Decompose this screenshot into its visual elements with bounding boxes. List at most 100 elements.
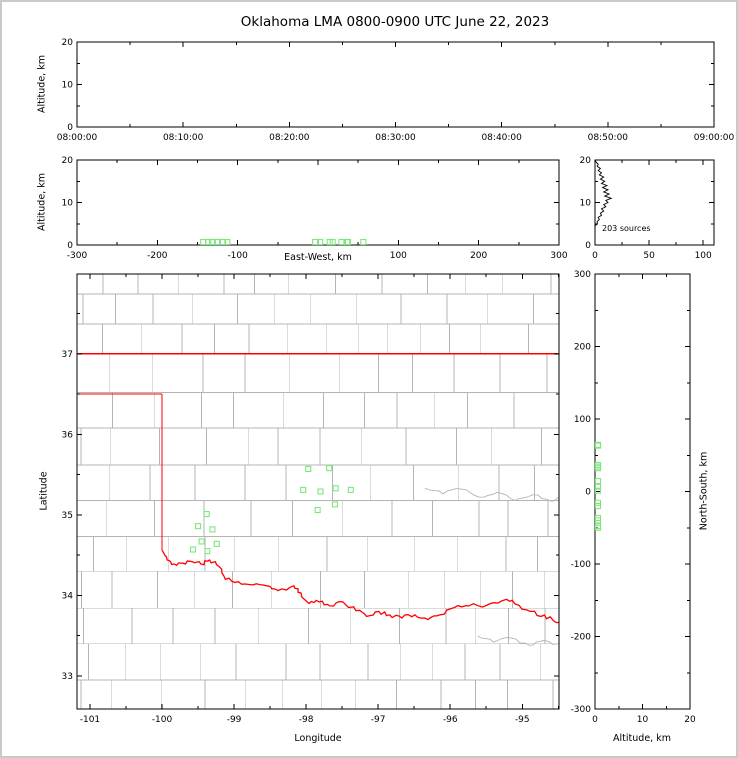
y-tick-label: 0 bbox=[585, 488, 591, 498]
station-marker-ns bbox=[594, 487, 602, 494]
x-tick-label: -100 bbox=[227, 251, 248, 261]
y-tick-label: -200 bbox=[571, 633, 592, 643]
station-marker-ew bbox=[360, 238, 367, 246]
station-marker bbox=[204, 548, 211, 555]
map-layers bbox=[77, 274, 559, 709]
y-tick-label: 20 bbox=[62, 38, 74, 48]
time-height-ylabel: Altitude, km bbox=[36, 55, 48, 113]
y-tick-label: 37 bbox=[62, 350, 73, 360]
station-marker-ew bbox=[205, 238, 212, 246]
y-tick-label: 33 bbox=[62, 672, 73, 682]
station-marker-ns bbox=[594, 441, 602, 448]
y-tick-label: -100 bbox=[571, 560, 592, 570]
x-tick-label: 09:00:00 bbox=[694, 133, 735, 143]
x-tick-label: -200 bbox=[147, 251, 168, 261]
time-height-frame bbox=[76, 41, 715, 128]
y-tick-label: 0 bbox=[585, 241, 591, 251]
station-marker-ns bbox=[594, 463, 602, 470]
map-ylabel: Latitude bbox=[38, 471, 50, 511]
ns-height-xlabel: Altitude, km bbox=[613, 733, 671, 744]
station-marker-ns bbox=[594, 502, 602, 510]
station-marker-ns bbox=[594, 499, 602, 506]
y-tick-label: 36 bbox=[62, 430, 74, 440]
map-xlabel: Longitude bbox=[294, 733, 342, 744]
station-marker bbox=[209, 526, 216, 533]
x-tick-label: -100 bbox=[152, 715, 173, 725]
y-tick-label: 10 bbox=[62, 199, 74, 209]
river-line bbox=[424, 487, 559, 502]
x-tick-label: -95 bbox=[515, 715, 530, 725]
station-marker-ew bbox=[344, 238, 351, 246]
station-marker-ns bbox=[594, 463, 602, 470]
x-tick-label: -101 bbox=[80, 715, 100, 725]
station-marker-ew bbox=[208, 238, 216, 246]
y-tick-label: 20 bbox=[62, 156, 74, 166]
station-marker bbox=[194, 523, 202, 530]
y-tick-label: 35 bbox=[62, 511, 73, 521]
ew-height-ylabel: Altitude, km bbox=[36, 173, 48, 231]
station-marker bbox=[189, 546, 197, 553]
station-marker bbox=[331, 501, 338, 508]
y-tick-label: 20 bbox=[580, 156, 592, 166]
map-frame bbox=[76, 273, 560, 710]
x-tick-label: 10 bbox=[637, 715, 649, 725]
x-tick-label: 300 bbox=[550, 251, 567, 261]
station-marker bbox=[213, 540, 220, 547]
x-tick-label: -98 bbox=[299, 715, 314, 725]
station-marker-ew bbox=[200, 238, 207, 246]
station-marker-ns bbox=[594, 517, 602, 524]
x-tick-label: -97 bbox=[371, 715, 386, 725]
figure-title: Oklahoma LMA 0800-0900 UTC June 22, 2023 bbox=[240, 14, 550, 30]
station-marker bbox=[305, 465, 312, 472]
station-marker-ew bbox=[312, 238, 319, 246]
station-marker bbox=[300, 486, 307, 493]
x-tick-label: 50 bbox=[643, 251, 655, 261]
x-tick-label: 20 bbox=[684, 715, 696, 725]
x-tick-label: 08:00:00 bbox=[57, 133, 98, 143]
station-marker-ns bbox=[594, 477, 602, 485]
station-marker-ew bbox=[214, 238, 221, 246]
ns-height-ylabel: North-South, km bbox=[698, 451, 710, 531]
x-tick-label: 08:10:00 bbox=[163, 133, 204, 143]
x-tick-label: 08:40:00 bbox=[481, 133, 522, 143]
x-tick-label: 08:20:00 bbox=[269, 133, 310, 143]
y-tick-label: 10 bbox=[62, 81, 74, 91]
x-tick-label: 200 bbox=[470, 251, 487, 261]
x-tick-label: 08:30:00 bbox=[375, 133, 416, 143]
x-tick-label: -99 bbox=[227, 715, 242, 725]
x-tick-label: 08:50:00 bbox=[588, 133, 629, 143]
station-marker bbox=[203, 511, 210, 518]
sources-count-annotation: 203 sources bbox=[602, 224, 651, 233]
station-marker-ns bbox=[594, 524, 602, 531]
river-line bbox=[477, 635, 559, 646]
ns-height-frame bbox=[594, 273, 691, 710]
station-marker-ew bbox=[224, 238, 231, 246]
y-tick-label: 100 bbox=[574, 415, 591, 425]
ew-height-frame bbox=[76, 159, 560, 246]
ew-height-xlabel: East-West, km bbox=[284, 252, 352, 263]
x-tick-label: 100 bbox=[390, 251, 407, 261]
station-marker-ns bbox=[594, 483, 602, 490]
x-tick-label: 0 bbox=[592, 715, 598, 725]
state-border-red-river bbox=[161, 549, 559, 624]
y-tick-label: 0 bbox=[67, 123, 73, 133]
y-tick-label: 0 bbox=[67, 241, 73, 251]
station-marker bbox=[326, 465, 333, 472]
station-marker-ns bbox=[594, 461, 602, 468]
histogram-trace bbox=[594, 159, 613, 227]
x-tick-label: -96 bbox=[443, 715, 458, 725]
station-marker-ew bbox=[326, 238, 333, 246]
x-tick-label: 0 bbox=[592, 251, 598, 261]
station-marker bbox=[332, 485, 339, 492]
y-tick-label: -300 bbox=[571, 705, 592, 715]
y-tick-label: 300 bbox=[574, 270, 591, 280]
station-marker bbox=[198, 538, 205, 545]
station-marker-ns bbox=[594, 465, 602, 472]
station-marker bbox=[314, 506, 321, 514]
y-tick-label: 10 bbox=[580, 199, 592, 209]
station-marker bbox=[347, 486, 354, 493]
y-tick-label: 200 bbox=[574, 343, 591, 353]
station-marker-ew bbox=[338, 238, 345, 246]
